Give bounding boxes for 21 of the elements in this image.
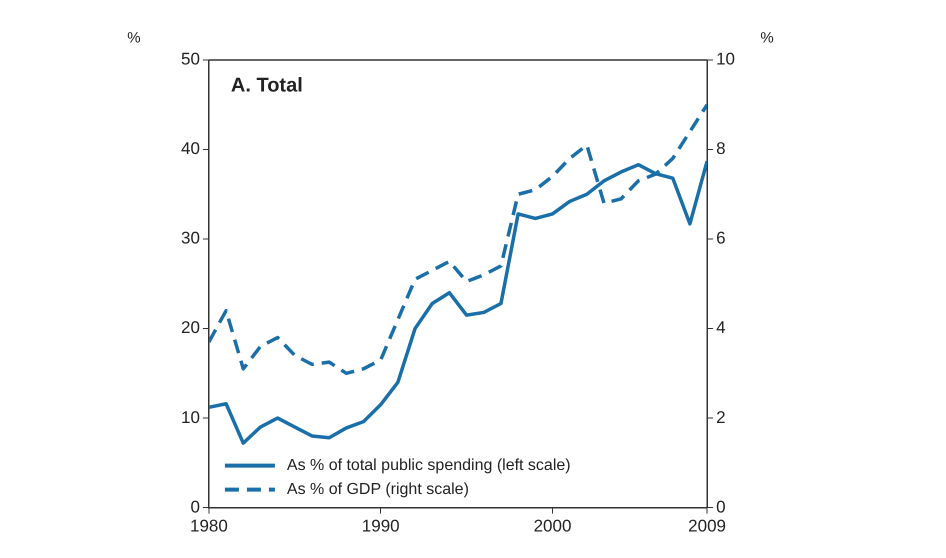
y2-tick-label: 4: [716, 318, 726, 338]
y2-tick-label: 2: [716, 408, 726, 427]
y-tick-label: 50: [180, 50, 200, 69]
y-tick-label: 30: [180, 228, 200, 248]
y-tick-label: 10: [180, 408, 200, 427]
y-tick-label: 40: [180, 139, 200, 158]
legend-label: As % of GDP (right scale): [286, 481, 469, 498]
y2-tick-label: 0: [716, 497, 726, 516]
y-tick-label: 20: [180, 318, 200, 338]
x-tick-label: 2009: [688, 516, 726, 536]
y2-tick-label: 10: [716, 50, 736, 69]
x-tick-label: 2000: [534, 516, 572, 536]
x-tick-label: 1980: [190, 516, 228, 536]
legend-label: As % of total public spending (left scale): [286, 457, 571, 474]
x-tick-label: 1990: [362, 516, 400, 536]
y-tick-label: 0: [190, 497, 200, 516]
y2-tick-label: 6: [716, 228, 726, 248]
y2-axis-title: %: [760, 30, 774, 47]
y2-tick-label: 8: [716, 139, 726, 158]
y-axis-title: %: [127, 30, 141, 47]
text: A. Total: [230, 74, 303, 97]
